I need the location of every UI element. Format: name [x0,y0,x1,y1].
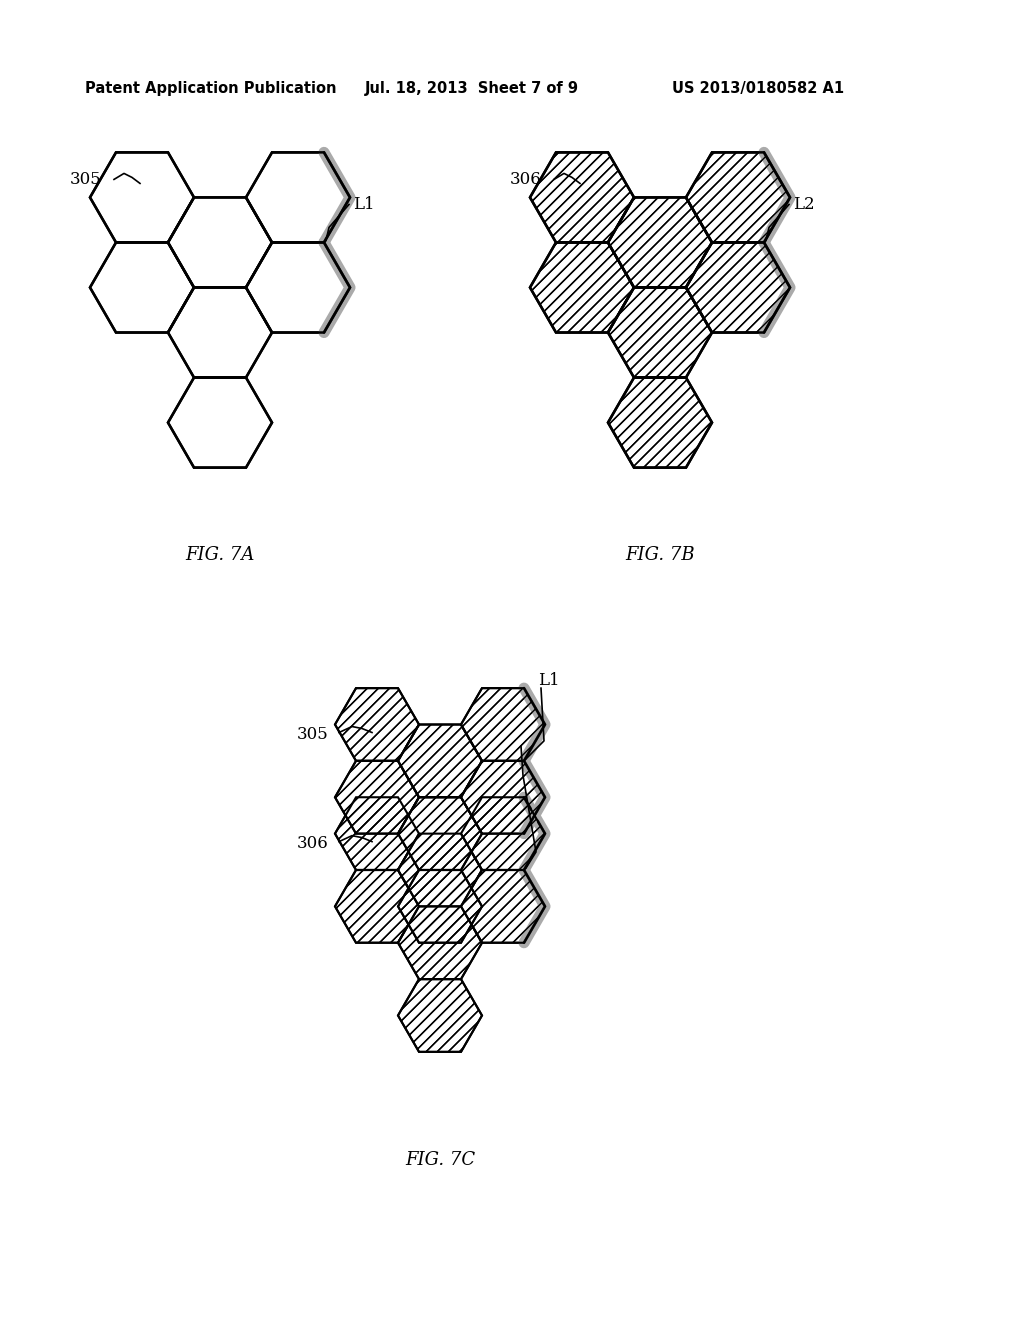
Text: 306: 306 [297,836,329,853]
Polygon shape [461,797,545,870]
Polygon shape [335,797,419,870]
Text: L2: L2 [793,195,815,213]
Polygon shape [398,797,482,870]
Polygon shape [90,152,194,243]
Polygon shape [398,870,482,942]
Polygon shape [398,979,482,1052]
Polygon shape [168,198,272,288]
Text: L1: L1 [538,672,560,689]
Polygon shape [398,907,482,979]
Polygon shape [335,870,419,942]
Polygon shape [608,198,712,288]
Text: Patent Application Publication: Patent Application Publication [85,81,337,95]
Polygon shape [246,243,350,333]
Polygon shape [90,243,194,333]
Polygon shape [461,760,545,834]
Polygon shape [461,688,545,760]
Text: FIG. 7A: FIG. 7A [185,546,255,564]
Text: 305: 305 [70,170,101,187]
Polygon shape [168,288,272,378]
Text: Jul. 18, 2013  Sheet 7 of 9: Jul. 18, 2013 Sheet 7 of 9 [365,81,579,95]
Polygon shape [686,152,790,243]
Text: 306: 306 [510,170,542,187]
Text: 305: 305 [297,726,329,743]
Polygon shape [398,834,482,907]
Polygon shape [335,760,419,834]
Text: FIG. 7C: FIG. 7C [404,1151,475,1170]
Polygon shape [246,152,350,243]
Text: FIG. 7B: FIG. 7B [626,546,695,564]
Polygon shape [461,870,545,942]
Text: L1: L1 [353,195,375,213]
Polygon shape [530,152,634,243]
Polygon shape [608,288,712,378]
Polygon shape [608,378,712,467]
Text: US 2013/0180582 A1: US 2013/0180582 A1 [672,81,844,95]
Polygon shape [168,378,272,467]
Text: L2: L2 [518,730,540,747]
Polygon shape [335,688,419,760]
Polygon shape [530,243,634,333]
Polygon shape [686,243,790,333]
Polygon shape [398,725,482,797]
